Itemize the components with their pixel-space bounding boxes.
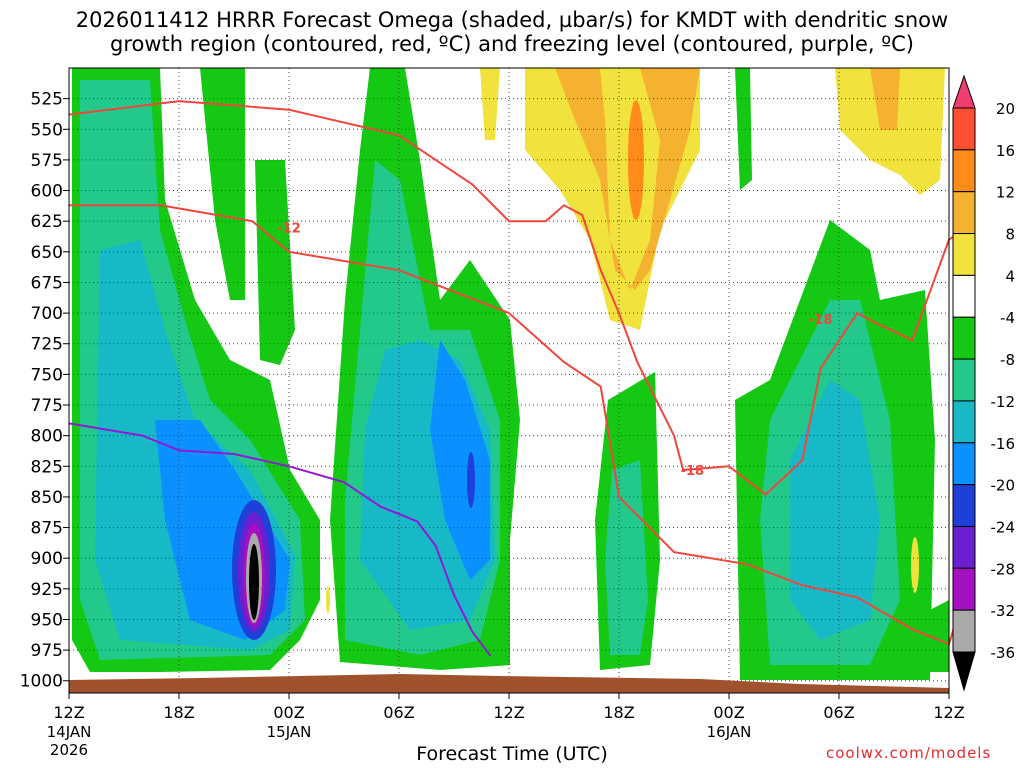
x-tick-label: 12Z [493, 703, 524, 722]
terrain-fill [69, 674, 949, 693]
contour-label: -18 [809, 313, 833, 328]
y-tick-label: 975 [31, 641, 63, 661]
omega-fill-yellow-mid [525, 68, 700, 330]
y-tick-label: 575 [31, 151, 63, 171]
y-tick-label: 750 [31, 365, 63, 385]
x-tick-date: 16JAN [707, 723, 752, 741]
omega-fill-black [249, 544, 259, 620]
y-tick-label: 775 [31, 396, 63, 416]
colorbar-bin [952, 442, 976, 486]
omega-fill-yellow-small2 [911, 537, 919, 593]
x-tick-label: 18Z [163, 703, 194, 722]
omega-fill-green-bottom-right [930, 600, 949, 672]
omega-fill-yellow-small1 [326, 586, 330, 614]
colorbar-label: -20 [991, 477, 1016, 495]
y-tick-label: 1000 [20, 672, 63, 692]
omega-fill-green-top-right [735, 68, 752, 190]
colorbar-label: 16 [996, 142, 1015, 160]
y-tick-label: 550 [31, 120, 63, 140]
x-tick-label: 12Z [933, 703, 964, 722]
omega-fill-cyan-right2 [790, 380, 880, 640]
omega-fill-gold-mid [555, 68, 700, 290]
colorbar-bin [952, 107, 976, 151]
y-axis: 525 550 575 600 625 650 675 700 725 750 775 800 825 8… [20, 90, 69, 692]
y-tick-label: 875 [31, 519, 63, 539]
colorbar-label: -12 [991, 393, 1016, 411]
omega-fill-yellow-top [480, 68, 500, 140]
colorbar-bin [952, 233, 976, 276]
colorbar-bin [952, 316, 976, 360]
colorbar-bin [952, 525, 976, 569]
colorbar-label: 12 [996, 184, 1015, 202]
omega-fill-teal-right1 [605, 460, 648, 655]
title-line-2: growth region (contoured, red, ºC) and f… [110, 32, 914, 56]
y-tick-label: 650 [31, 243, 63, 263]
colorbar-label: 8 [1005, 226, 1015, 244]
x-tick-date: 14JAN [47, 723, 92, 741]
colorbar-label: -24 [991, 518, 1016, 536]
colorbar-bin [952, 609, 976, 653]
title-line-1: 2026011412 HRRR Forecast Omega (shaded, … [75, 8, 949, 32]
colorbar-label: 20 [996, 100, 1015, 118]
omega-shading [72, 68, 949, 680]
y-tick-label: 675 [31, 273, 63, 293]
x-tick-label: 18Z [603, 703, 634, 722]
colorbar-bottom-arrow [952, 651, 976, 692]
colorbar-bin [952, 358, 976, 402]
omega-fill-yellow-right [835, 68, 945, 195]
colorbar-bin [952, 149, 976, 193]
omega-fill-orange [628, 100, 644, 220]
colorbar-label: -8 [1000, 351, 1015, 369]
y-tick-label: 725 [31, 335, 63, 355]
omega-fill-darkblue-center [467, 452, 475, 508]
contour-dsg-top [68, 100, 968, 496]
credit-link[interactable]: coolwx.com/models [826, 744, 992, 762]
x-tick-label: 12Z [53, 703, 84, 722]
y-tick-label: 950 [31, 610, 63, 630]
colorbar-bin [952, 274, 976, 318]
colorbar-label: -32 [991, 602, 1016, 620]
colorbar-label: -28 [991, 560, 1016, 578]
colorbar-label: 4 [1005, 267, 1015, 285]
colorbar-bin [952, 484, 976, 527]
contour-dsg-bottom [69, 204, 969, 646]
colorbar-bin [952, 567, 976, 611]
y-tick-label: 625 [31, 212, 63, 232]
y-tick-label: 600 [31, 182, 63, 202]
colorbar-top-arrow [952, 74, 976, 109]
y-tick-label: 900 [31, 549, 63, 569]
y-tick-label: 700 [31, 304, 63, 324]
colorbar-bin [952, 400, 976, 444]
contour-freezing-level [68, 422, 492, 657]
terrain-band [69, 674, 949, 693]
omega-fill-green-top-left [200, 68, 245, 300]
x-tick-label: 06Z [823, 703, 854, 722]
x-tick-date: 15JAN [267, 723, 312, 741]
colorbar: 20 16 12 8 4 -4 -8 -12 -16 -20 -24 -28 -32 -36 [952, 74, 1016, 692]
y-tick-label: 525 [31, 90, 63, 110]
x-tick-year: 2026 [50, 741, 88, 759]
colorbar-bin [952, 191, 976, 235]
colorbar-label: -16 [991, 435, 1016, 453]
omega-fill-blue-center [430, 340, 490, 580]
y-tick-label: 800 [31, 427, 63, 447]
y-tick-label: 925 [31, 580, 63, 600]
x-axis-label: Forecast Time (UTC) [416, 743, 608, 765]
x-tick-label: 00Z [273, 703, 304, 722]
y-tick-label: 825 [31, 457, 63, 477]
contour-label: -12 [277, 221, 301, 236]
contour-lines: -12 -18 -18 [68, 100, 969, 657]
y-tick-label: 850 [31, 488, 63, 508]
omega-fill-green-bubble [255, 160, 295, 365]
colorbar-label: -4 [1000, 309, 1015, 327]
colorbar-label: -36 [991, 644, 1016, 662]
x-tick-label: 00Z [713, 703, 744, 722]
x-tick-label: 06Z [383, 703, 414, 722]
contour-label: -18 [681, 464, 705, 479]
